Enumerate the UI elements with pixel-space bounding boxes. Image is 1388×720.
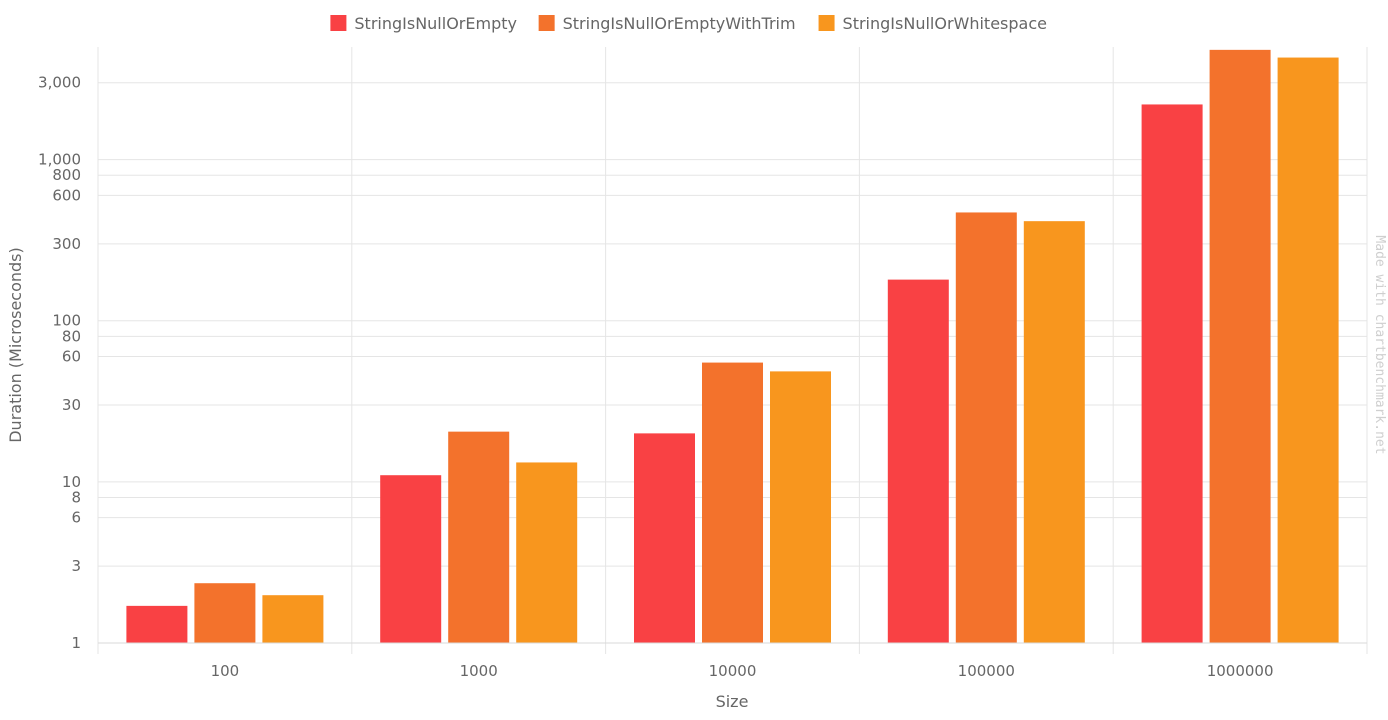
bar[interactable]: [634, 433, 695, 643]
bar[interactable]: [126, 605, 188, 643]
legend-swatch: [330, 15, 347, 31]
y-tick-label: 3: [71, 557, 81, 575]
legend-swatch: [818, 15, 835, 31]
y-tick-label: 1,000: [38, 151, 81, 169]
x-tick-label: 10000: [709, 662, 757, 680]
watermark-text: Made with chartbenchmark.net: [1372, 235, 1387, 454]
y-tick-label: 600: [52, 186, 81, 204]
y-tick-label: 800: [52, 166, 81, 184]
bar[interactable]: [1023, 221, 1085, 643]
y-axis-title: Duration (Microseconds): [6, 247, 25, 443]
legend-item[interactable]: StringIsNullOrWhitespace: [818, 14, 1047, 33]
y-tick-label: 30: [62, 396, 81, 414]
x-tick-label: 1000000: [1207, 662, 1274, 680]
x-tick-label: 1000: [460, 662, 498, 680]
y-tick-label: 80: [62, 327, 81, 345]
bar[interactable]: [770, 371, 831, 643]
y-tick-label: 1: [71, 634, 81, 652]
y-tick-label: 6: [71, 509, 81, 527]
legend-label: StringIsNullOrWhitespace: [843, 14, 1047, 33]
bar[interactable]: [1141, 104, 1203, 643]
y-tick-label: 10: [62, 473, 81, 491]
bar[interactable]: [262, 595, 324, 643]
bar[interactable]: [448, 431, 510, 643]
bar[interactable]: [887, 279, 949, 643]
legend-item[interactable]: StringIsNullOrEmptyWithTrim: [538, 14, 796, 33]
x-tick-label: 100000: [958, 662, 1015, 680]
bar[interactable]: [380, 475, 442, 643]
bar[interactable]: [194, 583, 256, 643]
bar[interactable]: [702, 362, 763, 643]
legend-label: StringIsNullOrEmpty: [354, 14, 517, 33]
legend-swatch: [538, 15, 555, 31]
legend-label: StringIsNullOrEmptyWithTrim: [563, 14, 796, 33]
y-tick-label: 100: [52, 312, 81, 330]
y-tick-label: 8: [71, 488, 81, 506]
y-tick-label: 3,000: [38, 74, 81, 92]
bar[interactable]: [516, 462, 578, 643]
x-tick-label: 100: [211, 662, 240, 680]
bar[interactable]: [1209, 49, 1271, 643]
legend: StringIsNullOrEmpty StringIsNullOrEmptyWi…: [330, 14, 1047, 33]
legend-item[interactable]: StringIsNullOrEmpty: [330, 14, 517, 33]
x-axis-title: Size: [716, 692, 749, 711]
bars: [126, 49, 1339, 643]
y-tick-label: 300: [52, 235, 81, 253]
y-tick-label: 60: [62, 347, 81, 365]
bar[interactable]: [1277, 57, 1339, 643]
bar[interactable]: [955, 212, 1017, 643]
